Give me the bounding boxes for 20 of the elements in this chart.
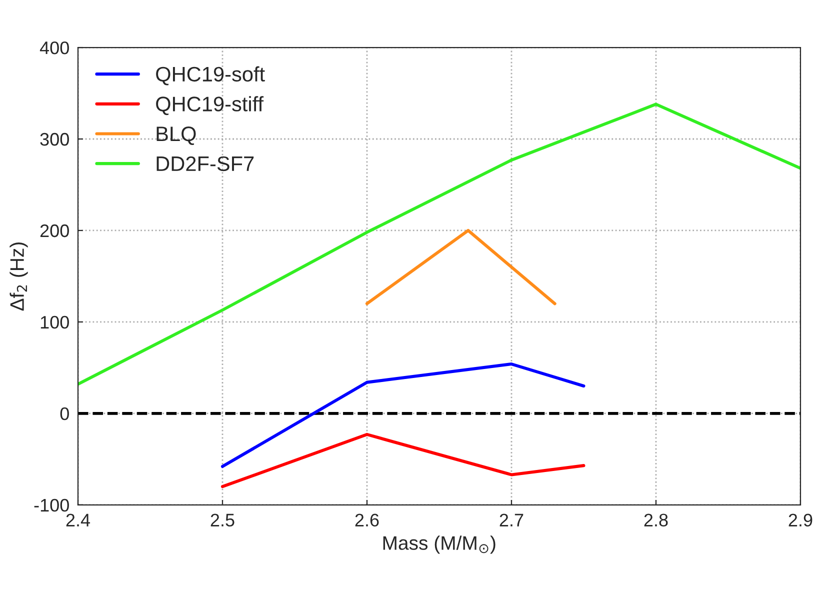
legend-label: QHC19-soft bbox=[156, 66, 265, 86]
line-series bbox=[220, 432, 586, 488]
legend-label: DD2F-SF7 bbox=[156, 156, 254, 172]
y-tick-label: 200 bbox=[40, 224, 69, 238]
y-tick-label: 400 bbox=[40, 41, 69, 54]
x-tick-label: 2.7 bbox=[500, 514, 524, 526]
x-tick-label: 2.6 bbox=[355, 514, 379, 526]
y-tick-label: 300 bbox=[40, 132, 69, 146]
legend-label: QHC19-stiff bbox=[156, 96, 264, 116]
y-tick-label: 100 bbox=[40, 316, 69, 329]
x-tick-label: 2.5 bbox=[210, 514, 234, 526]
line-series bbox=[220, 362, 586, 468]
x-tick-label: 2.4 bbox=[66, 514, 90, 526]
x-tick-label: 2.9 bbox=[788, 514, 812, 526]
y-tick-label: 0 bbox=[60, 407, 69, 420]
y-axis-title: Δf$_{2}$ (Hz) bbox=[10, 242, 28, 311]
y-tick-label: -100 bbox=[34, 498, 69, 512]
legend-label: BLQ bbox=[156, 126, 196, 145]
x-tick-label: 2.8 bbox=[644, 514, 668, 526]
x-axis-title: Mass (M/M$_{⊙}$) bbox=[383, 536, 496, 554]
